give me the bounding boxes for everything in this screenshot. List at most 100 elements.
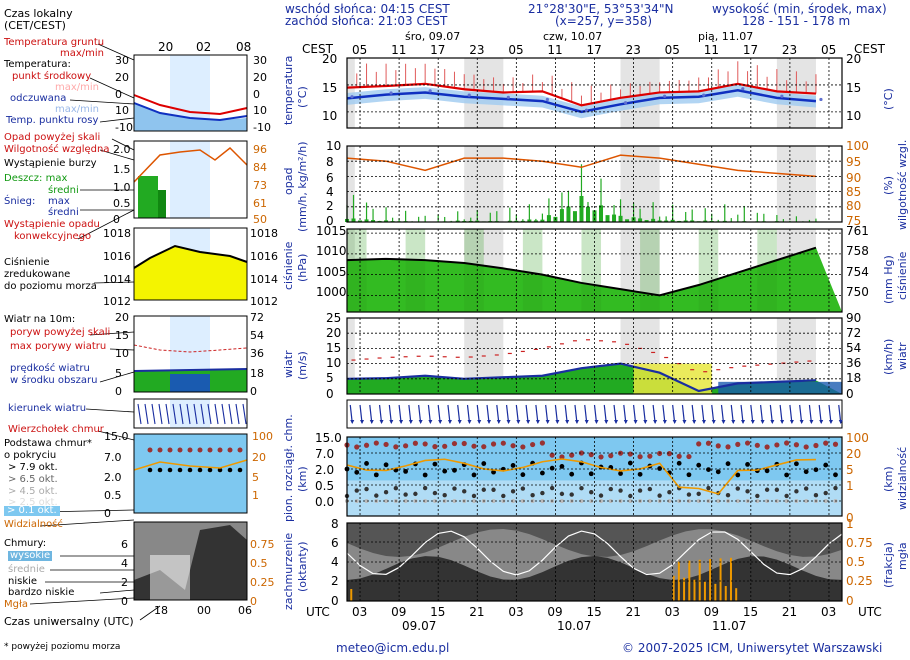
legend-leader-line [89, 331, 135, 336]
cloud-base-dot [471, 472, 477, 478]
wind-arrow-head [506, 420, 511, 424]
visibility-line [346, 458, 816, 495]
cloud-top-dot [490, 441, 497, 447]
cloud-base-dot [589, 490, 594, 495]
fog-bar [698, 559, 701, 601]
pressure-tick-right: 754 [846, 265, 869, 279]
night-band [347, 146, 355, 222]
legend-pres-tick: 1018 [103, 227, 131, 240]
cover-tick-left: 0 [331, 594, 339, 608]
wind-arrow-head [496, 420, 501, 424]
cloud-top-dot [813, 442, 819, 449]
legend-wind-tick-r: 54 [250, 329, 264, 342]
precip-avg-bar [364, 219, 369, 222]
visibility-tick-right: 20 [846, 447, 862, 461]
legend-leader-line [139, 605, 161, 621]
cloud-top-dot [754, 442, 760, 448]
wind-arrow-head [760, 420, 765, 424]
panel-frame [346, 57, 843, 129]
hour-label-bottom: 09 [703, 605, 720, 619]
cloud-base-dot [657, 493, 662, 498]
legend-feels-maxmin: max/min [55, 104, 100, 115]
legend-cover-tick: 4 [121, 557, 128, 570]
legend-wind-tick-r: 72 [250, 311, 264, 324]
legend-snow-avg: średni [48, 207, 79, 218]
legend-gust-above: poryw powyżej skali [10, 327, 111, 338]
legend-pres-tick: 1014 [103, 273, 131, 286]
wind-tick-left: 25 [326, 311, 342, 325]
hour-label-top: 23 [469, 43, 485, 57]
cloud-base-dot [520, 499, 525, 503]
legend-okt-1: > 7.9 okt. [8, 462, 58, 473]
dewpoint-dot [741, 87, 745, 91]
humidity-tick-right: 90 [846, 171, 862, 185]
legend-cloud-base: Podstawa chmur* [4, 438, 92, 449]
precip-tick-left: 2 [326, 199, 334, 213]
cloud-base-dot [676, 460, 682, 466]
legend-pres-tick: 1014 [250, 273, 278, 286]
cloud-base-dot [364, 486, 369, 492]
hour-label-top: 23 [625, 43, 641, 57]
precip-avg-bar [579, 195, 584, 222]
cloud-base-dot [628, 493, 633, 499]
cloud-base-dot [354, 469, 360, 475]
cloud-base-dot [373, 472, 379, 478]
legend-feels-band [134, 102, 247, 131]
legend-leader-line [77, 209, 135, 240]
legend-hum-tick: 96 [253, 143, 267, 156]
precip-avg-bar [559, 209, 564, 222]
wind-arrow-head [711, 420, 716, 424]
fog-bar [703, 581, 706, 601]
legend-cloud-base-2: o pokryciu [4, 450, 57, 461]
hour-label-bottom: 09 [547, 605, 563, 619]
wind-arrow-head [438, 420, 443, 424]
legend-leader-line [99, 371, 135, 383]
wind-tick-left: 5 [326, 371, 334, 385]
wind-arrow-head [399, 420, 404, 424]
wind-arrow-head [799, 420, 804, 424]
cloud-base-dot [383, 490, 389, 495]
wind-tick-left: 15 [326, 341, 342, 355]
fog-bar [735, 588, 738, 601]
wind-arrow-head [408, 420, 413, 424]
legend-fog-tick: 0.75 [250, 538, 275, 551]
footnote: * powyżej poziomu morza [4, 642, 121, 652]
pressure-tick-right: 750 [846, 285, 869, 299]
legend-temp-tick: 20 [253, 71, 267, 84]
cloud-base-dot [628, 499, 633, 503]
temp-midpoint-line [346, 82, 817, 107]
contact-email-link[interactable]: meteo@icm.edu.pl [336, 641, 450, 655]
wind-arrow-head [682, 420, 687, 424]
wind-arrow-head [633, 420, 638, 424]
cest-label-right: CEST [854, 42, 885, 56]
cloud-top-dot [676, 453, 682, 459]
legend-vis-tick: 1 [252, 489, 259, 502]
dewpoint-dot [702, 93, 706, 97]
elevation-values: 128 - 151 - 178 m [742, 14, 851, 28]
hour-label-top: 17 [586, 43, 602, 57]
legend-cloud-base-dot [177, 467, 183, 473]
legend-vis-tick: 100 [252, 430, 273, 443]
dewpoint-dot [623, 101, 628, 105]
fog-tick-right: 0.25 [846, 574, 873, 588]
cloud-base-dot [803, 469, 809, 475]
wind-arrow-head [750, 420, 755, 424]
legend-c-high: wysokie [8, 550, 53, 561]
hour-label-top: 11 [703, 43, 720, 57]
cloud-top-dot [686, 453, 692, 460]
legend-leader-line [85, 408, 135, 413]
legend-fog-tick: 0.5 [250, 557, 268, 570]
wind-arrow-head [594, 420, 599, 424]
cloud-base-dot [794, 489, 799, 494]
cloud-top-dot [637, 454, 643, 460]
pressure-tick-left: 1005 [316, 265, 347, 279]
dewpoint-dot [389, 91, 393, 95]
pressure-stripe [640, 229, 660, 312]
legend-precip-occ-2: konwekcyjnego [14, 231, 92, 242]
legend-wind-arrow [207, 403, 212, 425]
cloud-base-dot [579, 499, 584, 503]
axis-title-hum: wilgotność wzgl. [896, 139, 909, 230]
hour-label-top: 11 [391, 43, 407, 57]
legend-okt-2: > 6.5 okt. [8, 474, 58, 485]
legend-wind-tick: 10 [115, 347, 129, 360]
